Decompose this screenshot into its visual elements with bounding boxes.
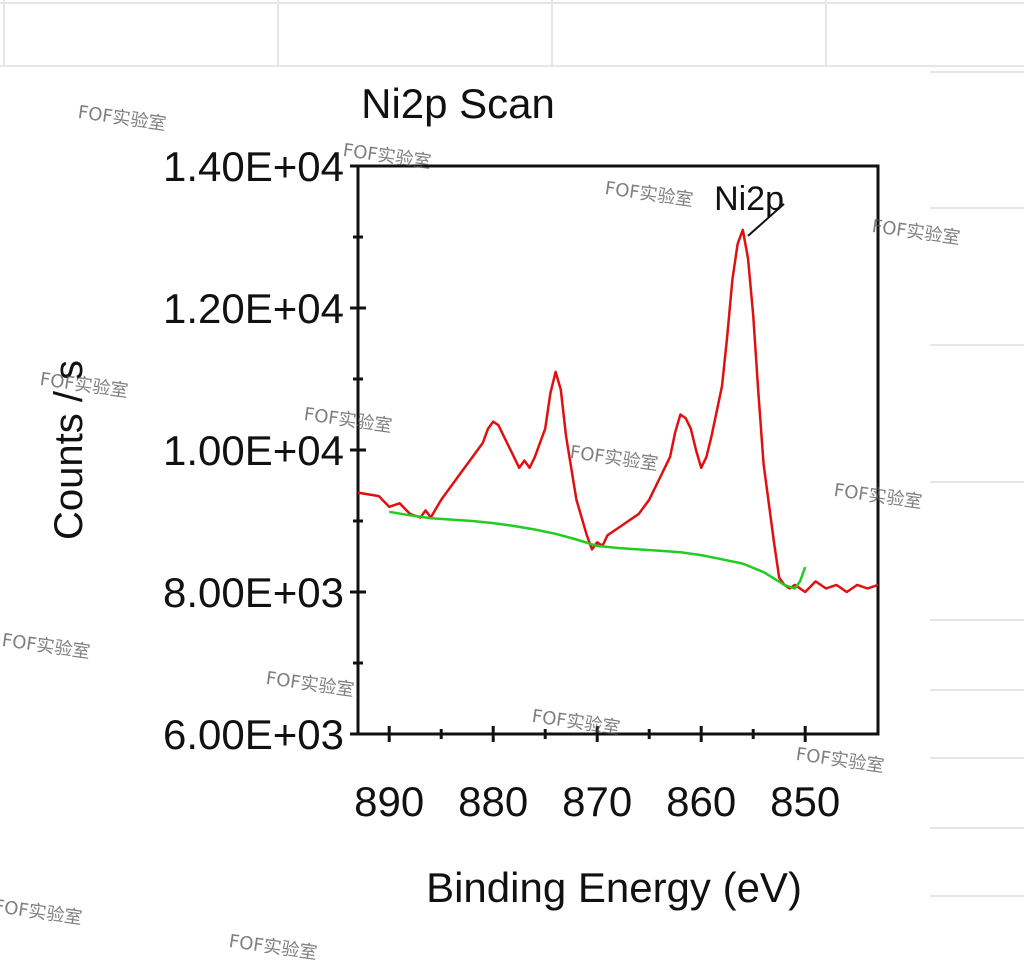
y-axis: 6.00E+03 8.00E+03 1.00E+04 1.20E+04 1.40E+04	[163, 143, 366, 758]
background-baseline-line	[388, 510, 807, 590]
x-tick-label: 860	[666, 778, 736, 825]
y-tick-label: 6.00E+03	[163, 711, 344, 758]
peak-annotation-leader	[747, 203, 785, 237]
y-tick-label: 1.20E+04	[163, 285, 344, 332]
x-axis: 890 880 870 860 850	[354, 726, 840, 825]
plot-area: Ni2p	[356, 164, 880, 736]
chart-title: Ni2p Scan	[361, 80, 555, 127]
y-axis-label: Counts / s	[47, 360, 91, 540]
x-tick-label: 850	[770, 778, 840, 825]
y-tick-label: 1.00E+04	[163, 427, 344, 474]
peak-annotation-label: Ni2p	[714, 180, 784, 218]
measured-spectrum-line	[357, 228, 879, 594]
x-tick-label: 890	[354, 778, 424, 825]
x-axis-label: Binding Energy (eV)	[426, 864, 802, 911]
plot-frame	[356, 164, 880, 736]
x-tick-label: 880	[458, 778, 528, 825]
x-tick-label: 870	[562, 778, 632, 825]
y-tick-label: 8.00E+03	[163, 569, 344, 616]
y-tick-label: 1.40E+04	[163, 143, 344, 190]
